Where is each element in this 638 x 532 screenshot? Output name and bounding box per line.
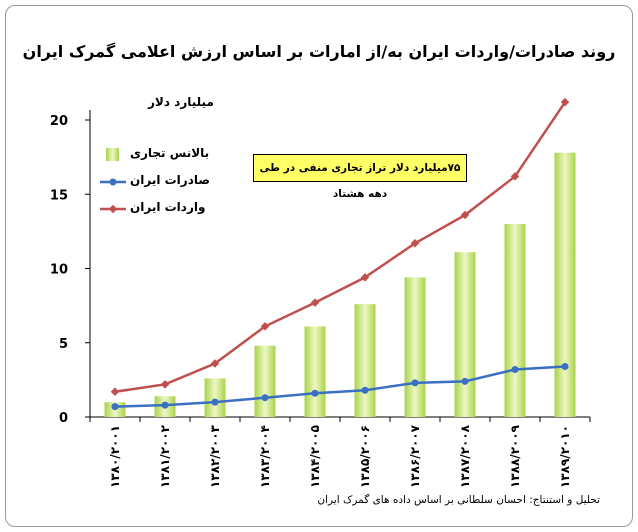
y-tick-label: 0 xyxy=(59,411,68,426)
exports-point xyxy=(161,401,169,409)
imports-line xyxy=(114,101,567,393)
imports-point xyxy=(410,239,420,248)
legend-swatch-balance xyxy=(106,148,119,161)
x-tick-label: ۱۳۸۳/۲۰۰۴ xyxy=(258,425,272,488)
y-tick-label: 15 xyxy=(50,188,68,203)
chart-title: روند صادرات/واردات ایران به/از امارات بر… xyxy=(22,42,616,61)
bar xyxy=(404,277,426,417)
bar xyxy=(254,345,276,417)
callout-box: ۷۵میلیارد دلار تراز تجاری منفی در طی دهه… xyxy=(253,154,467,200)
legend-item-balance: بالانس تجاری xyxy=(100,146,230,168)
imports-point xyxy=(460,210,470,220)
y-tick-label: 5 xyxy=(59,337,68,352)
legend-label-exports: صادرات ایران xyxy=(130,173,210,187)
y-tick-label: 20 xyxy=(50,114,68,129)
x-tick-label: ۱۳۸۵/۲۰۰۶ xyxy=(358,425,372,488)
legend-swatch-imports xyxy=(100,204,126,214)
y-tick-label: 10 xyxy=(50,263,68,278)
x-tick-label: ۱۳۸۶/۲۰۰۷ xyxy=(408,424,422,488)
x-tick-label: ۱۳۸۱/۲۰۰۲ xyxy=(158,424,172,488)
exports-point xyxy=(461,377,469,385)
x-tick-label: ۱۳۸۲/۲۰۰۳ xyxy=(208,424,222,488)
x-tick-label: ۱۳۸۴/۲۰۰۵ xyxy=(308,425,322,488)
exports-line xyxy=(114,365,566,408)
exports-point xyxy=(211,398,219,406)
bar xyxy=(204,378,226,417)
bar xyxy=(504,223,526,417)
exports-point xyxy=(261,394,269,402)
legend-label-imports: واردات ایران xyxy=(130,200,206,214)
legend-item-imports: واردات ایران xyxy=(100,200,230,222)
imports-point xyxy=(360,273,370,282)
exports-point xyxy=(511,365,519,373)
chart-frame xyxy=(5,5,633,527)
legend-item-exports: صادرات ایران xyxy=(100,173,230,195)
exports-point xyxy=(561,363,569,371)
imports-point xyxy=(110,387,120,396)
bar xyxy=(454,252,476,417)
exports-point xyxy=(361,386,369,394)
legend-swatch-exports xyxy=(100,178,126,186)
imports-point xyxy=(210,359,220,368)
exports-point xyxy=(411,379,419,387)
bar xyxy=(304,326,326,417)
bar xyxy=(554,152,576,418)
exports-point xyxy=(311,389,319,397)
imports-point xyxy=(160,380,170,389)
x-tick-label: ۱۳۸۰/۲۰۰۱ xyxy=(108,425,122,488)
source-credit: تحلیل و استنتاج: احسان سلطانی بر اساس دا… xyxy=(317,494,600,506)
legend-label-balance: بالانس تجاری xyxy=(130,146,210,160)
x-tick-label: ۱۳۸۸/۲۰۰۹ xyxy=(508,424,522,488)
imports-point xyxy=(310,298,320,307)
exports-point xyxy=(111,403,119,411)
x-tick-label: ۱۳۸۷/۲۰۰۸ xyxy=(458,424,472,488)
bar xyxy=(354,304,376,417)
imports-point xyxy=(260,322,270,331)
x-tick-label: ۱۳۸۹/۲۰۱۰ xyxy=(558,425,572,488)
y-axis-label: میلیارد دلار xyxy=(147,95,214,109)
